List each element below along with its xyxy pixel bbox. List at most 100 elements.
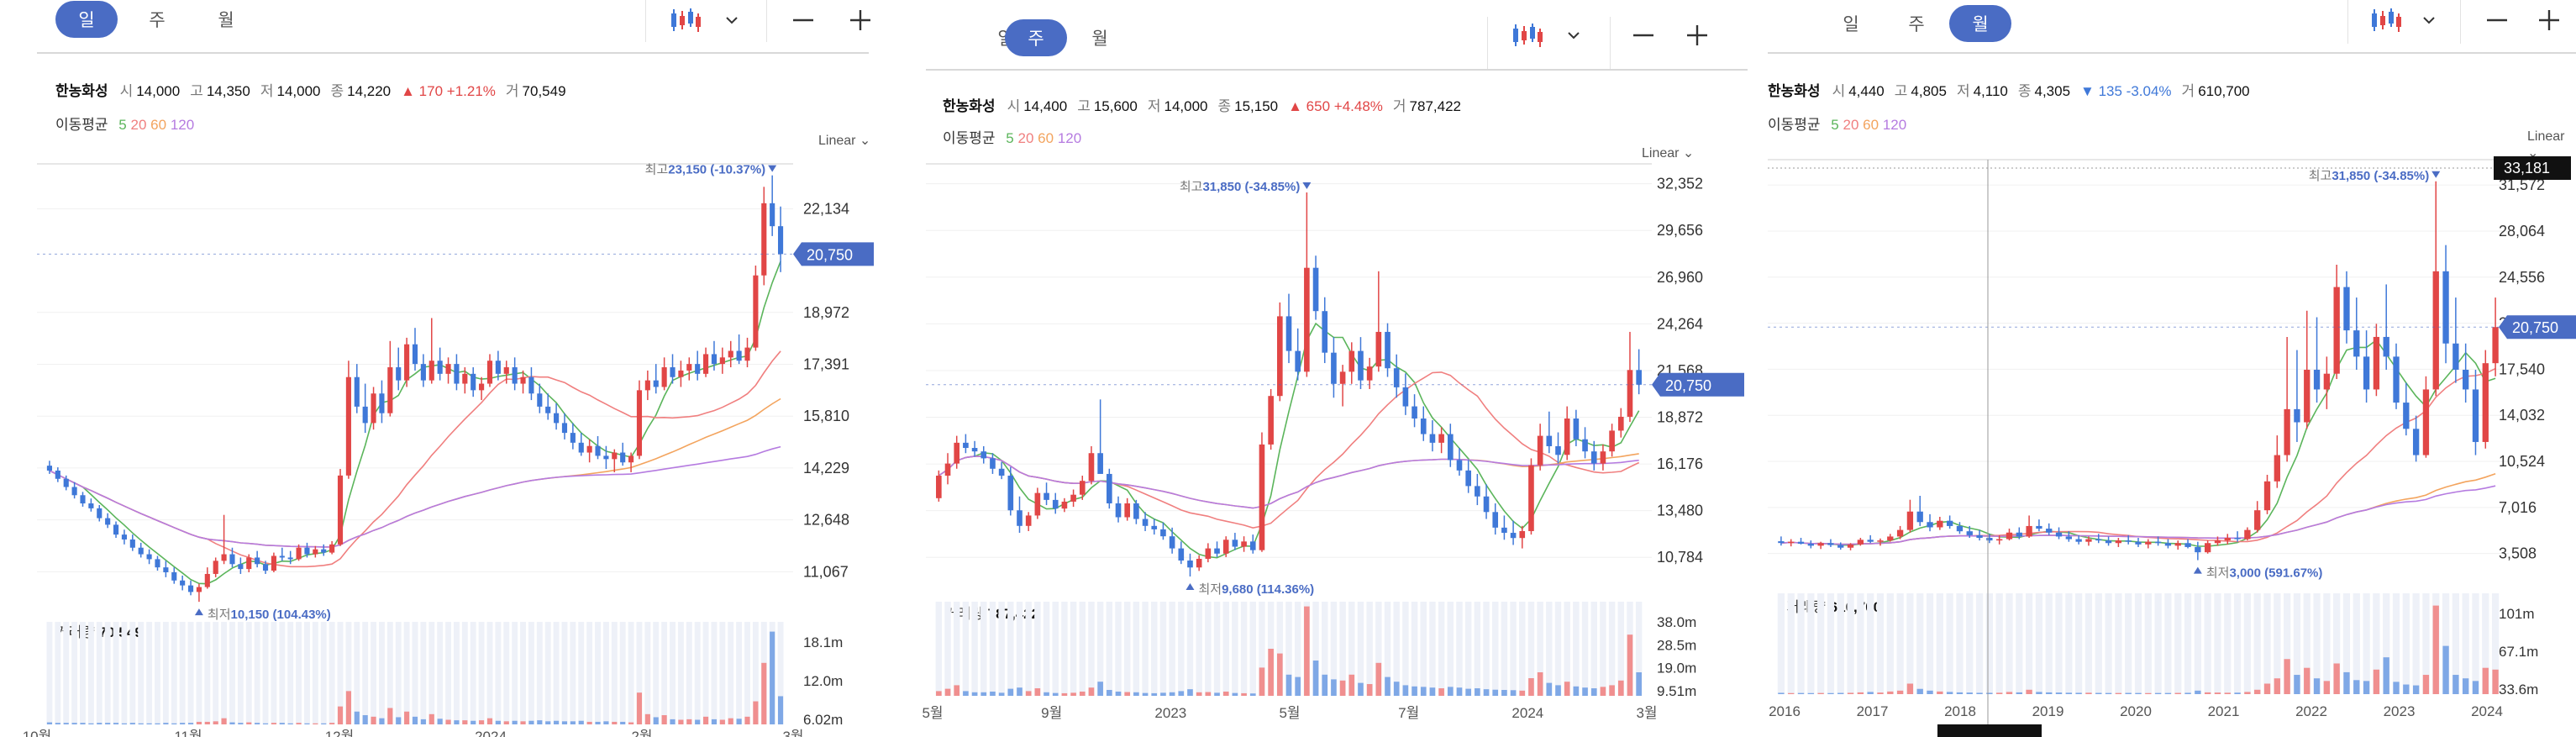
candle-body xyxy=(113,524,119,535)
scale-selector[interactable]: Linear ⌄ xyxy=(818,134,871,148)
candle-body xyxy=(2333,287,2340,374)
x-tick-label: 12월 xyxy=(325,729,355,737)
candle-body xyxy=(1847,544,1854,548)
candle-body xyxy=(528,376,534,394)
volume-bar xyxy=(2373,669,2380,694)
volume-bar xyxy=(761,662,767,724)
volume-bar xyxy=(612,721,618,724)
tab-week[interactable]: 주 xyxy=(1908,15,1925,34)
candle-body xyxy=(479,383,485,391)
candle-body xyxy=(1241,541,1247,547)
tab-month[interactable]: 월 xyxy=(218,11,234,30)
candle-body xyxy=(1528,465,1534,531)
volume-bar xyxy=(213,721,218,724)
x-tick-label: 2024 xyxy=(2471,703,2503,719)
candlestick-icon xyxy=(1513,24,1543,47)
candle-body xyxy=(595,445,601,456)
volume-bar xyxy=(1025,691,1032,696)
tab-week[interactable]: 주 xyxy=(1005,19,1067,56)
volume-tick-label: 28.5m xyxy=(1657,637,1696,653)
candle-body xyxy=(1857,540,1864,545)
volume-bar xyxy=(221,718,227,724)
candle-body xyxy=(612,452,618,460)
chart-canvas[interactable]: 최고31,850 (-34.85%) 최저9,680 (114.36%) 10,78… xyxy=(874,0,1748,737)
ma20-line xyxy=(1780,367,2496,545)
candle-body xyxy=(420,364,426,381)
x-tick-label: 11월 xyxy=(174,729,202,737)
volume-bar xyxy=(1044,692,1049,696)
chart-type-dropdown[interactable] xyxy=(719,5,744,35)
triangle-up-icon xyxy=(2193,566,2202,574)
volume-tick-label: 18.1m xyxy=(803,634,843,650)
minus-icon xyxy=(2487,18,2507,22)
candle-body xyxy=(1107,473,1112,503)
candle-body xyxy=(1142,519,1149,526)
volume-bar xyxy=(971,692,978,696)
candle-body xyxy=(1927,522,1933,528)
volume-bar xyxy=(636,692,643,724)
candle-body xyxy=(936,476,942,498)
tab-day[interactable]: 일 xyxy=(55,1,118,38)
zoom-in-button[interactable] xyxy=(1682,20,1712,50)
candle-body xyxy=(1393,368,1400,387)
candle-body xyxy=(138,547,144,555)
y-tick-label: 26,960 xyxy=(1657,269,1703,286)
zoom-in-button[interactable] xyxy=(2534,5,2564,35)
zoom-out-button[interactable] xyxy=(2482,5,2512,35)
zoom-out-button[interactable] xyxy=(1628,20,1659,50)
volume-bar xyxy=(678,719,684,724)
candle-body xyxy=(387,367,393,413)
tab-month[interactable]: 월 xyxy=(1949,5,2011,42)
chart-canvas[interactable]: 최고23,150 (-10.37%) 최저10,150 (104.43%) 11,0… xyxy=(0,0,874,737)
volume-bar xyxy=(2195,690,2201,694)
candle-body xyxy=(329,544,335,553)
close-value: 14,220 xyxy=(347,83,392,99)
candlestick-icon xyxy=(2372,8,2401,32)
volume-bar xyxy=(2055,692,2063,694)
volume-bar xyxy=(537,720,543,724)
candle-body xyxy=(2115,540,2122,544)
candle-body xyxy=(445,364,451,374)
tab-month[interactable]: 월 xyxy=(1091,29,1108,49)
volume-bar xyxy=(695,719,701,724)
candle-body xyxy=(121,534,127,540)
price-info: 한농화성 시 14,400 고 15,600 저 14,000 종 15,150 ▲ 6… xyxy=(943,94,1471,115)
ma5-line xyxy=(66,261,781,585)
x-tick-label: 10월 xyxy=(23,729,52,737)
volume-bar xyxy=(2452,675,2459,694)
chart-canvas[interactable]: 최고31,850 (-34.85%) 최저3,000 (591.67%) 3,508… xyxy=(1748,0,2576,737)
volume-bar xyxy=(1555,685,1561,696)
volume-tick-label: 9.51m xyxy=(1657,683,1696,699)
zoom-out-button[interactable] xyxy=(788,5,818,35)
volume-bar xyxy=(2154,692,2162,694)
volume-bar xyxy=(670,719,676,724)
volume-bar xyxy=(2482,667,2489,694)
volume-bar xyxy=(362,715,368,724)
candle-body xyxy=(180,580,186,586)
candle-body xyxy=(1573,419,1580,440)
chart-type-button[interactable] xyxy=(2361,5,2411,35)
zoom-in-button[interactable] xyxy=(845,5,874,35)
ma60-label: 60 xyxy=(1038,130,1054,146)
volume-bar xyxy=(187,723,194,724)
tab-day[interactable]: 일 xyxy=(1843,15,1859,34)
volume-bar xyxy=(1537,672,1543,696)
ma20-label: 20 xyxy=(130,117,147,133)
x-tick-label: 5월 xyxy=(1279,705,1300,721)
candle-body xyxy=(1052,499,1059,509)
volume-bar xyxy=(1107,690,1112,696)
chart-type-dropdown[interactable] xyxy=(1561,20,1586,50)
candle-body xyxy=(55,470,60,479)
max-price-label: 최고23,150 (-10.37%) xyxy=(645,163,766,177)
chart-type-button[interactable] xyxy=(660,5,711,35)
scale-selector[interactable]: Linear ⌄ xyxy=(1642,146,1695,161)
candle-body xyxy=(1555,445,1561,455)
volume-bar xyxy=(404,711,410,724)
candle-body xyxy=(2403,403,2410,429)
candle-body xyxy=(2085,539,2092,542)
tab-week[interactable]: 주 xyxy=(149,11,166,30)
chart-type-dropdown[interactable] xyxy=(2416,5,2442,35)
chart-type-button[interactable] xyxy=(1502,20,1553,50)
ma5-label: 5 xyxy=(1006,130,1014,146)
candle-body xyxy=(2065,536,2073,540)
